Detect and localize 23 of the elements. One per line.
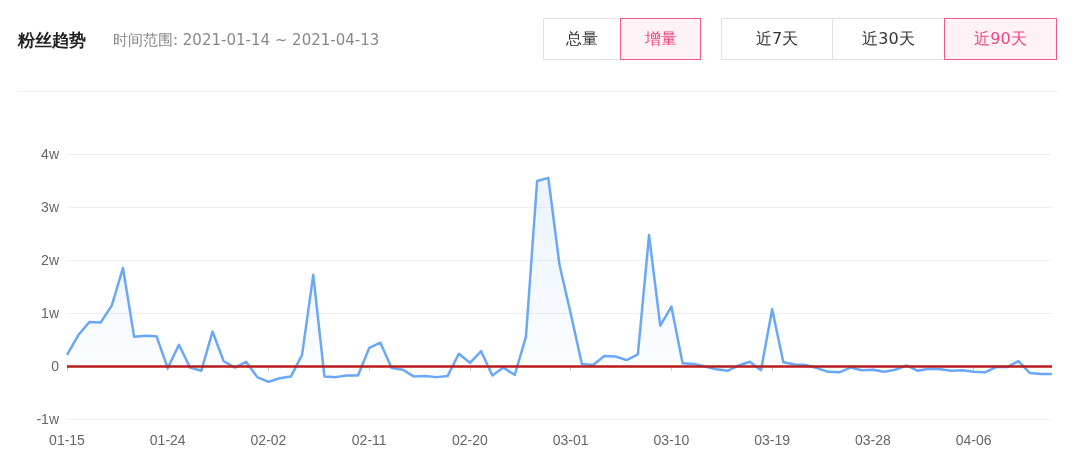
text: 近7天 [721,18,833,60]
x-tick-label: 02-20 [452,432,489,448]
text: 近30天 [832,18,945,60]
x-tick-label: 02-11 [351,432,387,448]
x-tick-label: 02-02 [250,432,287,448]
y-tick-label: 0 [51,358,60,374]
text: 增量 [620,18,701,60]
x-tick-label: 03-10 [653,432,690,448]
x-tick-label: 03-19 [754,432,791,448]
y-tick-label: 2w [41,252,60,268]
y-tick-label: 3w [41,199,60,215]
y-tick-label: -1w [36,411,60,427]
text: 总量 [543,18,621,60]
x-tick-label: 01-15 [49,432,86,448]
x-tick-label: 01-24 [149,432,186,448]
y-tick-label: 1w [41,305,60,321]
y-tick-label: 4w [41,146,60,162]
x-tick-label: 04-06 [955,432,992,448]
x-tick-label: 03-01 [552,432,589,448]
chart-subtitle: 时间范围: 2021-01-14 ~ 2021-04-13 [113,31,380,50]
text: 近90天 [944,18,1057,60]
x-tick-label: 03-28 [855,432,892,448]
chart-title: 粉丝趋势 [18,29,86,52]
